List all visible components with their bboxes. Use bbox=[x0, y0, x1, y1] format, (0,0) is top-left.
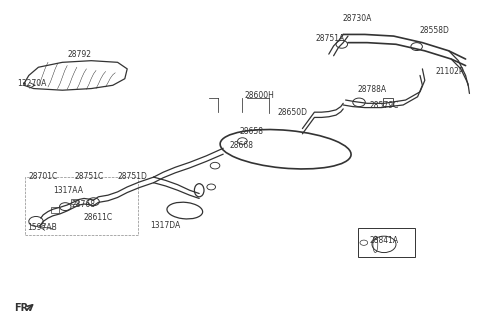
Text: 28600H: 28600H bbox=[244, 92, 274, 100]
Text: 1317AA: 1317AA bbox=[53, 186, 83, 195]
Text: 1317DA: 1317DA bbox=[150, 221, 181, 230]
Bar bbox=[25, 177, 138, 235]
Text: 28768: 28768 bbox=[72, 200, 96, 209]
Bar bbox=[51, 207, 59, 213]
Text: 28650D: 28650D bbox=[277, 109, 307, 117]
Text: 13270A: 13270A bbox=[17, 79, 46, 88]
Text: FR.: FR. bbox=[14, 303, 32, 313]
Text: 28701C: 28701C bbox=[29, 172, 58, 181]
Text: 28751C: 28751C bbox=[74, 172, 104, 181]
Text: 28658: 28658 bbox=[239, 128, 263, 136]
Text: 28668: 28668 bbox=[229, 141, 253, 150]
Text: 28841A: 28841A bbox=[370, 236, 399, 245]
Text: 1597AB: 1597AB bbox=[27, 223, 57, 232]
Text: 28792: 28792 bbox=[67, 51, 91, 59]
Text: 28751D: 28751D bbox=[118, 172, 147, 181]
Text: 28788A: 28788A bbox=[358, 86, 387, 94]
Bar bbox=[71, 199, 78, 204]
Text: 28558D: 28558D bbox=[420, 27, 450, 35]
Text: 28730A: 28730A bbox=[343, 14, 372, 23]
Text: 28579C: 28579C bbox=[370, 101, 399, 110]
Text: 28611C: 28611C bbox=[84, 213, 113, 222]
Bar bbox=[383, 98, 393, 106]
Bar bbox=[358, 228, 415, 257]
Text: 28751A: 28751A bbox=[316, 34, 345, 43]
Text: 21102P: 21102P bbox=[436, 67, 464, 76]
